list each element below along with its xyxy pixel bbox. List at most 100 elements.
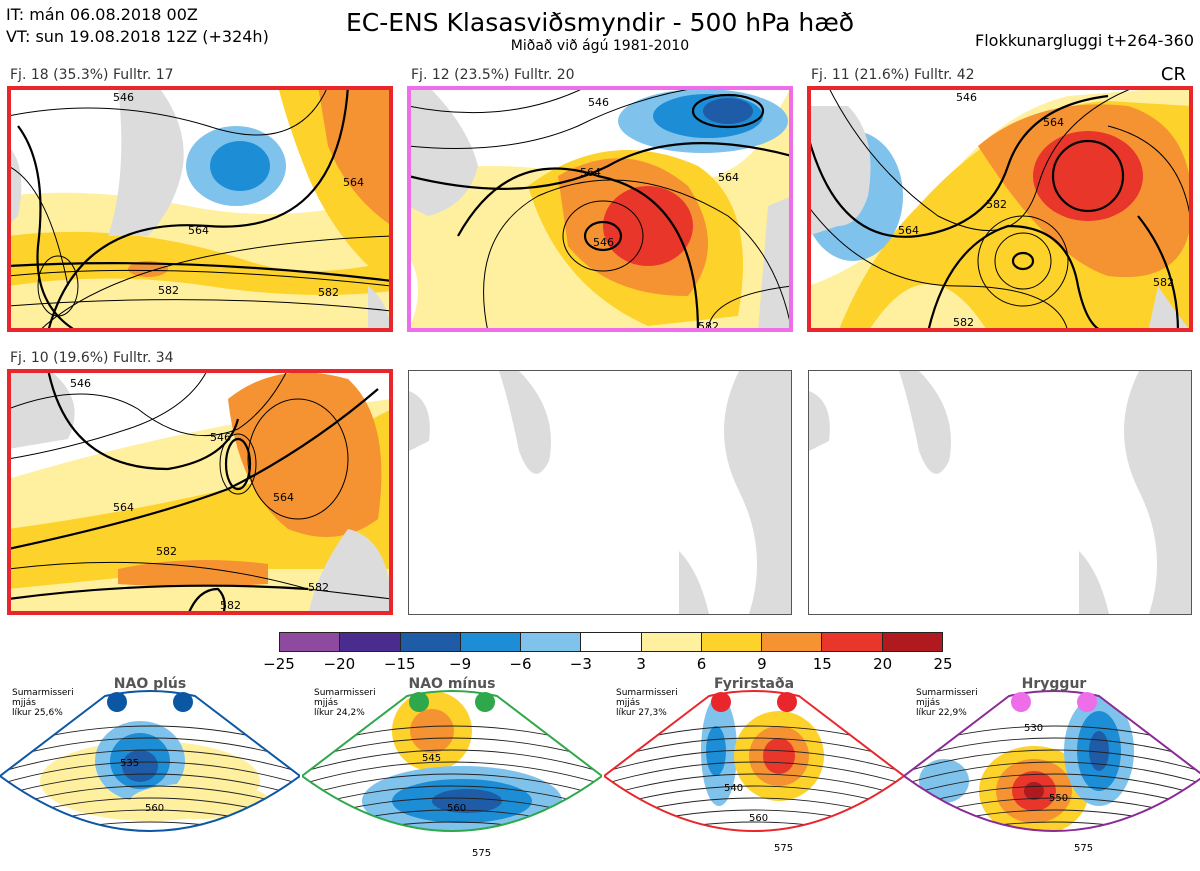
regime-name: Hryggur [1021,676,1087,692]
height-contour [904,858,1200,871]
contour-label: 582 [986,198,1007,211]
colorbar-tick-label: 15 [812,655,832,673]
regime-name: NAO mínus [408,676,496,692]
regime-name: NAO plús [113,676,187,692]
regime-marker-dot [475,692,495,712]
regime-note: Sumarmisseri mjjás líkur 25,6% [12,688,74,718]
empty-map-5 [408,370,792,615]
regime-note-line: Sumarmisseri [916,688,978,698]
contour-label: 564 [718,171,739,184]
panel-3-label: Fj. 11 (21.6%) Fulltr. 42 [811,67,975,83]
height-contour [604,821,904,831]
height-contour [904,846,1200,871]
cluster-map-2[interactable]: 546 564 564 546 582 [408,86,792,332]
regime-map: 545 560 575 [302,690,602,871]
contour-label: 560 [145,803,164,814]
colorbar-tick-label: −20 [323,655,356,673]
anomaly-blob [432,789,502,813]
height-contour [604,749,904,776]
height-contour [0,761,300,788]
regime-note-line: mjjás [314,698,338,708]
height-contour [0,834,300,859]
regime-note-line: líkur 27,3% [616,708,667,718]
regime-note-line: mjjás [916,698,940,708]
height-contour [302,846,602,871]
height-contour [904,749,1200,776]
height-contour [0,858,300,871]
contour-label: 564 [580,166,601,179]
contour-label: 564 [113,501,134,514]
colorbar-swatch [521,633,582,651]
cluster-map-1-graphic: 546 564 564 582 582 [8,86,392,332]
regime-marker-dot [711,692,731,712]
contour-label: 582 [953,316,974,329]
colorbar-swatch [641,633,702,651]
regime-note-line: mjjás [616,698,640,708]
regime-note-line: Sumarmisseri [12,688,74,698]
height-contour [302,749,602,776]
page-title: EC-ENS Klasasviðsmyndir - 500 hPa hæð [345,8,855,37]
height-contour [904,834,1200,859]
contour-label: 582 [318,286,339,299]
contour-label: 545 [422,753,441,764]
regime-name: Fyrirstaða [713,676,795,692]
colorbar-swatch [762,633,823,651]
cluster-map-4[interactable]: 546 546 564 582 564 582 582 [8,369,392,615]
colorbar-tick-label: 6 [696,655,707,673]
anomaly-colorbar [279,632,943,652]
contour-label: 582 [698,320,719,332]
colorbar-tick-label: 3 [636,655,646,673]
regime-note: Sumarmisseri mjjás líkur 27,3% [616,688,678,718]
panel-2-label: Fj. 12 (23.5%) Fulltr. 20 [411,67,575,83]
colorbar-tick-label: −15 [383,655,416,673]
classification-window: Flokkunargluggi t+264-360 [975,31,1194,50]
valid-time: VT: sun 19.08.2018 12Z (+324h) [6,27,269,46]
height-contour [0,749,300,776]
contour-label: 535 [120,758,139,769]
contour-label: 546 [210,431,231,444]
regime-outline [904,690,1200,832]
height-contour [904,761,1200,788]
height-contour [0,821,300,831]
empty-map-6 [808,370,1192,615]
colorbar-tick-label: 9 [757,655,767,673]
cluster-map-3-graphic: 546 564 564 582 582 582 [808,86,1192,332]
header-info: IT: mán 06.08.2018 00Z VT: sun 19.08.201… [6,4,269,48]
anomaly-blob [1019,851,1049,861]
contour-label: 550 [1049,793,1068,804]
cluster-map-1[interactable]: 546 564 564 582 582 [8,86,392,332]
contour-label: 546 [113,91,134,104]
panel-1-label: Fj. 18 (35.3%) Fulltr. 17 [10,67,174,83]
cluster-map-3[interactable]: 546 564 564 582 582 582 [808,86,1192,332]
anomaly-blob [410,709,454,753]
contour-label: 575 [774,843,793,854]
height-contour [302,761,602,788]
contour-label: 582 [220,599,241,612]
contour-label: 564 [343,176,364,189]
regime-marker-dot [777,692,797,712]
height-contour [302,858,602,871]
anomaly-blob [1089,731,1109,771]
colorbar-swatch [882,633,942,651]
contour-label: 560 [447,803,466,814]
cluster-map-2-graphic: 546 564 564 546 582 [408,86,792,332]
height-contour [302,834,602,859]
height-contour [604,846,904,871]
anomaly-blob [919,759,969,803]
regime-map: 540 560 575 [604,690,904,871]
height-contour [302,821,602,831]
contour-label: 582 [158,284,179,297]
contour-label: 564 [188,224,209,237]
height-contour [0,846,300,871]
contour-label: 564 [898,224,919,237]
contour-label: 560 [749,813,768,824]
cluster-map-4-graphic: 546 546 564 582 564 582 582 [8,369,392,615]
colorbar-tick-label: 25 [933,655,953,673]
regime-marker-dot [1077,692,1097,712]
contour-label: 540 [724,783,743,794]
regime-note-line: Sumarmisseri [616,688,678,698]
regime-marker-dot [107,692,127,712]
contour-label: 564 [273,491,294,504]
product-code: CR [1160,64,1186,85]
init-time: IT: mán 06.08.2018 00Z [6,5,198,24]
